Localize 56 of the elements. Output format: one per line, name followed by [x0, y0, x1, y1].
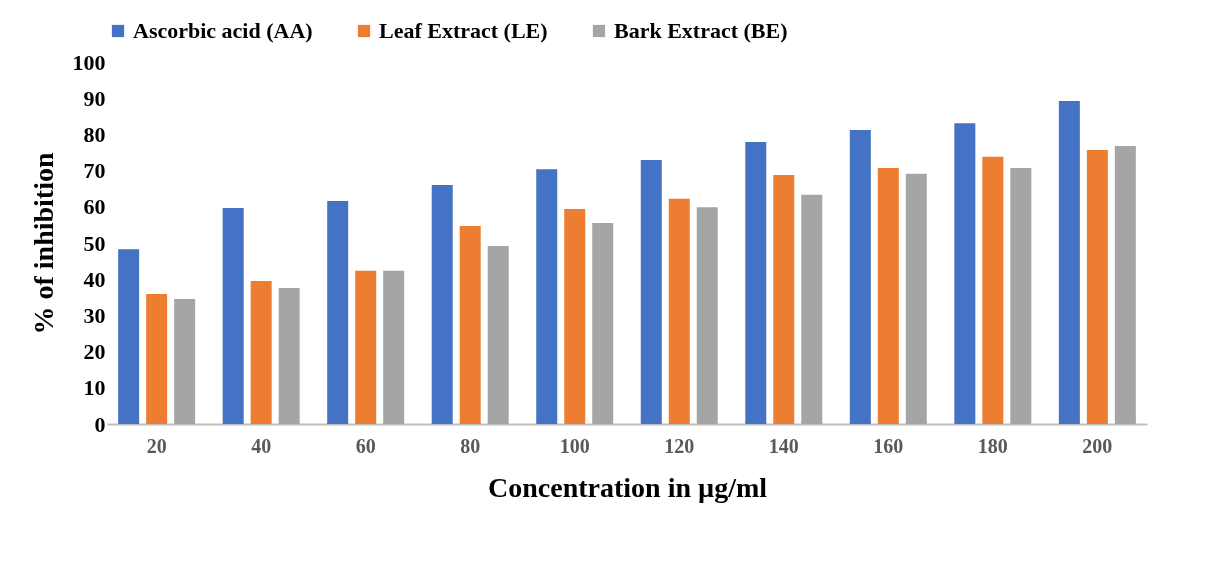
y-tick-label: 10: [83, 375, 106, 401]
x-tick-label: 180: [977, 434, 1008, 457]
bar: [1114, 145, 1136, 424]
y-tick-label: 30: [83, 302, 106, 328]
y-tick-label: 70: [83, 158, 106, 184]
y-tick-label: 0: [94, 411, 106, 437]
bar: [355, 270, 377, 424]
x-tick-label: 20: [146, 434, 167, 457]
x-tick-label: 200: [1082, 434, 1113, 457]
y-tick-label: 90: [83, 85, 106, 111]
bar: [592, 223, 614, 424]
x-tick-label: 140: [768, 434, 799, 457]
x-tick-label: 60: [355, 434, 376, 457]
legend-label: Bark Extract (BE): [614, 18, 788, 43]
bar: [696, 207, 718, 424]
x-tick-label: 100: [559, 434, 590, 457]
bar: [905, 173, 927, 424]
bar: [773, 174, 795, 424]
y-tick-label: 100: [72, 49, 106, 75]
y-tick-label: 40: [83, 266, 106, 292]
bar: [146, 294, 168, 424]
bar: [278, 287, 300, 424]
bar: [954, 123, 976, 424]
y-tick-label: 50: [83, 230, 106, 256]
bar: [459, 225, 481, 424]
x-tick-label: 40: [251, 434, 272, 457]
bar: [564, 208, 586, 424]
bar: [431, 185, 453, 424]
bar: [1010, 168, 1032, 424]
bar: [640, 160, 662, 424]
legend-label: Leaf Extract (LE): [379, 18, 548, 43]
y-tick-label: 60: [83, 194, 106, 220]
bar: [849, 130, 871, 424]
bar: [174, 299, 196, 424]
bar: [250, 281, 272, 424]
bar: [118, 249, 140, 424]
x-tick-label: 80: [460, 434, 481, 457]
x-axis-title: Concentration in µg/ml: [487, 471, 768, 503]
x-tick-label: 120: [664, 434, 695, 457]
legend-label: Ascorbic acid (AA): [133, 18, 313, 43]
bar: [1058, 101, 1080, 424]
bar: [801, 194, 823, 424]
y-axis-title: % of inhibition: [27, 152, 59, 335]
x-tick-label: 160: [873, 434, 904, 457]
bar: [536, 169, 558, 424]
y-tick-label: 20: [83, 339, 106, 365]
bar: [745, 142, 767, 424]
y-tick-label: 80: [83, 121, 106, 147]
bar: [222, 207, 244, 424]
bar: [982, 156, 1004, 424]
bar: [1086, 149, 1108, 424]
bar: [877, 168, 899, 424]
bar: [383, 270, 405, 424]
bar: [487, 245, 509, 424]
bar: [668, 198, 690, 424]
bar: [327, 201, 349, 424]
